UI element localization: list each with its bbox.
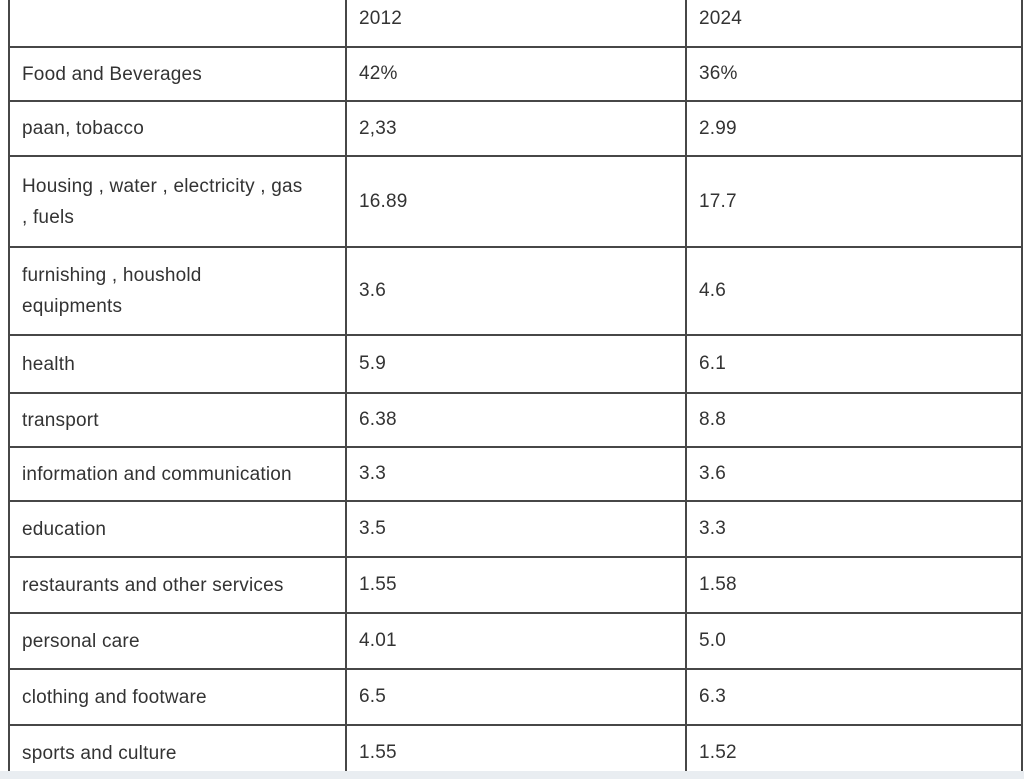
header-2012-cell: 2012 [345, 0, 687, 48]
row-label: information and communication [8, 446, 347, 502]
value-2012: 42% [345, 46, 687, 102]
value-2012: 3.3 [345, 446, 687, 502]
value-2024: 17.7 [685, 155, 1023, 248]
row-label: furnishing , houshold equipments [8, 246, 347, 336]
table-row: furnishing , houshold equipments 3.6 4.6 [8, 246, 1023, 336]
value-2012: 3.5 [345, 500, 687, 558]
value-2012: 2,33 [345, 100, 687, 157]
value-2012: 1.55 [345, 724, 687, 779]
row-label: transport [8, 392, 347, 448]
value-2024: 1.58 [685, 556, 1023, 614]
header-category-cell [8, 0, 347, 48]
value-2024: 4.6 [685, 246, 1023, 336]
value-2024: 36% [685, 46, 1023, 102]
value-2024: 2.99 [685, 100, 1023, 157]
row-label: education [8, 500, 347, 558]
value-2024: 3.6 [685, 446, 1023, 502]
table-header-row: 2012 2024 [8, 0, 1023, 48]
row-label: sports and culture [8, 724, 347, 779]
table-row: paan, tobacco 2,33 2.99 [8, 100, 1023, 157]
value-2012: 1.55 [345, 556, 687, 614]
table-row: clothing and footware 6.5 6.3 [8, 668, 1023, 726]
value-2024: 6.1 [685, 334, 1023, 394]
table-row: Housing , water , electricity , gas , fu… [8, 155, 1023, 248]
value-2024: 8.8 [685, 392, 1023, 448]
table-row: health 5.9 6.1 [8, 334, 1023, 394]
table-row: restaurants and other services 1.55 1.58 [8, 556, 1023, 614]
bottom-edge-strip [0, 771, 1024, 779]
row-label: Housing , water , electricity , gas , fu… [8, 155, 347, 248]
row-label: personal care [8, 612, 347, 670]
value-2012: 4.01 [345, 612, 687, 670]
table-row: sports and culture 1.55 1.52 [8, 724, 1023, 779]
row-label: health [8, 334, 347, 394]
row-label: clothing and footware [8, 668, 347, 726]
value-2012: 5.9 [345, 334, 687, 394]
value-2024: 3.3 [685, 500, 1023, 558]
value-2012: 16.89 [345, 155, 687, 248]
row-label: paan, tobacco [8, 100, 347, 157]
value-2024: 1.52 [685, 724, 1023, 779]
row-label: Food and Beverages [8, 46, 347, 102]
table-row: education 3.5 3.3 [8, 500, 1023, 558]
row-label: restaurants and other services [8, 556, 347, 614]
value-2024: 5.0 [685, 612, 1023, 670]
table-row: transport 6.38 8.8 [8, 392, 1023, 448]
value-2024: 6.3 [685, 668, 1023, 726]
header-2024-cell: 2024 [685, 0, 1023, 48]
table-row: personal care 4.01 5.0 [8, 612, 1023, 670]
expenditure-table: 2012 2024 Food and Beverages 42% 36% paa… [8, 0, 1023, 779]
table-row: Food and Beverages 42% 36% [8, 46, 1023, 102]
value-2012: 3.6 [345, 246, 687, 336]
table-row: information and communication 3.3 3.6 [8, 446, 1023, 502]
value-2012: 6.38 [345, 392, 687, 448]
value-2012: 6.5 [345, 668, 687, 726]
